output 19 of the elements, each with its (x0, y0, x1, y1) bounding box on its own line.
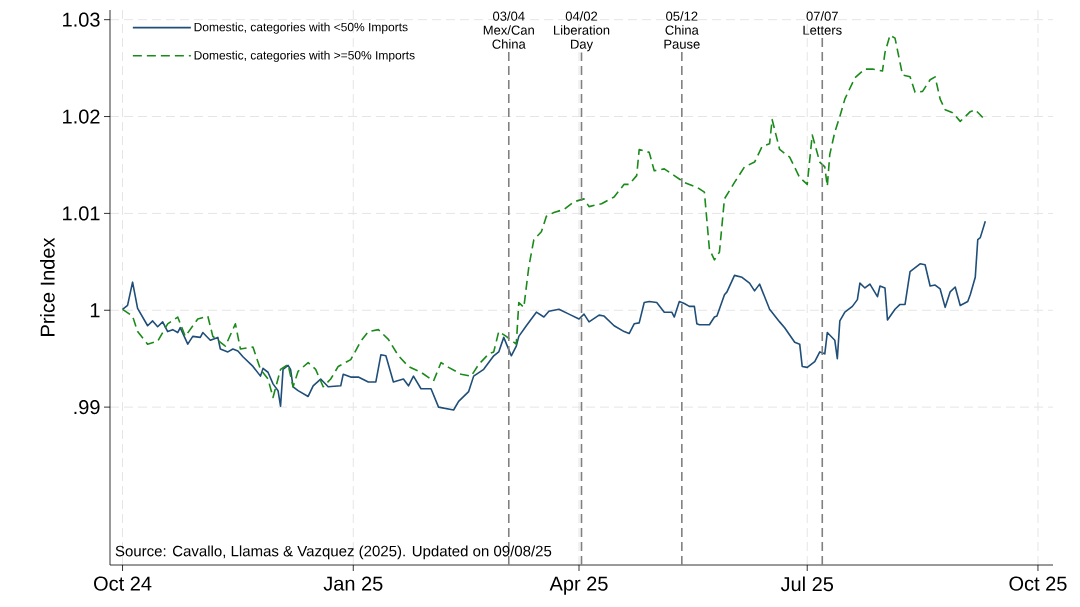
line-series (121, 34, 984, 399)
y-tick-label: 1.01 (63, 206, 100, 221)
x-tick-label: Apr 25 (549, 576, 608, 595)
y-tick-label: 1 (90, 303, 100, 318)
legend-label: Domestic, categories with >=50% Imports (194, 50, 415, 62)
y-axis-title: Price Index (40, 237, 55, 336)
x-tick-label: Oct 25 (1009, 576, 1067, 591)
ref-line-label: 03/04 Mex/Can China (483, 11, 534, 49)
legend-label: Domestic, categories with <50% Imports (194, 22, 408, 34)
annotation: Source: Cavallo, Llamas & Vazquez (2025). Updated on 09/08/25 (115, 545, 552, 560)
x-tick-label: Oct 24 (94, 576, 152, 591)
ref-line-label: 04/02 Liberation Day (554, 11, 610, 52)
ref-line-label: 05/12 China Pause (664, 11, 700, 49)
y-tick-label: 1.03 (63, 12, 100, 27)
y-tick-label: 1.02 (63, 109, 100, 124)
x-tick-label: Jul 25 (780, 576, 834, 592)
x-tick-label: Jan 25 (323, 576, 383, 591)
ref-line-label: 07/07 Letters (803, 11, 842, 35)
y-tick-label: .99 (74, 400, 100, 415)
